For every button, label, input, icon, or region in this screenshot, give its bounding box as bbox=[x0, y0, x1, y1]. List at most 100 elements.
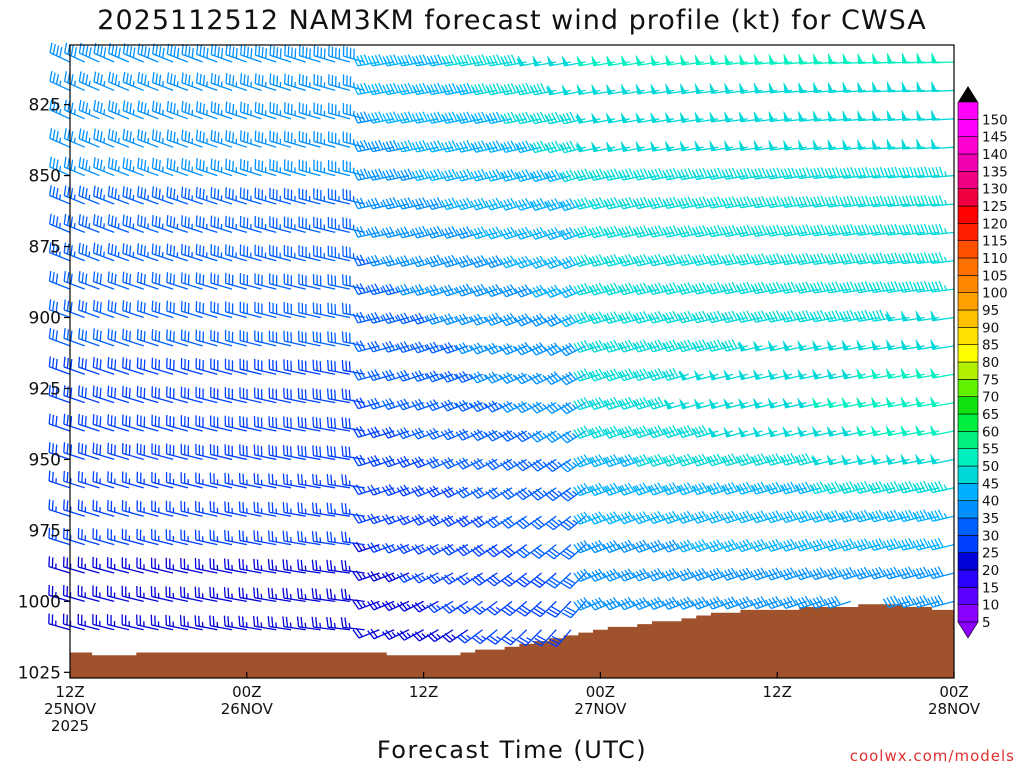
colorbar-label: 110 bbox=[982, 251, 1008, 267]
y-tick-label: 1000 bbox=[18, 592, 61, 612]
wind-barb bbox=[412, 630, 438, 641]
wind-barb bbox=[824, 596, 850, 608]
chart-title: 2025112512 NAM3KM forecast wind profile … bbox=[97, 5, 926, 36]
wind-barb bbox=[153, 44, 173, 62]
wind-barb bbox=[382, 601, 408, 611]
wind-barb bbox=[931, 339, 954, 349]
wind-barb bbox=[412, 545, 438, 555]
wind-barb bbox=[182, 44, 203, 62]
wind-barb bbox=[442, 601, 468, 613]
wind-barb bbox=[108, 272, 129, 290]
wind-barb bbox=[65, 71, 85, 90]
wind-barb bbox=[427, 630, 453, 642]
wind-barb bbox=[79, 43, 99, 62]
x-tick-label: 12Z bbox=[409, 683, 438, 701]
wind-barb bbox=[353, 599, 379, 609]
x-tick-label: 26NOV bbox=[221, 700, 274, 718]
y-tick-label: 900 bbox=[29, 309, 61, 329]
wind-barb bbox=[487, 630, 512, 644]
wind-barb bbox=[342, 531, 365, 544]
wind-barb bbox=[138, 44, 158, 62]
colorbar-label: 20 bbox=[982, 563, 999, 579]
credit-link[interactable]: coolwx.com/models bbox=[850, 747, 1015, 765]
y-tick-label: 825 bbox=[29, 96, 61, 116]
colorbar-label: 90 bbox=[982, 320, 999, 336]
wind-barb bbox=[123, 186, 144, 204]
wind-barb bbox=[64, 271, 85, 289]
wind-barb bbox=[79, 328, 100, 346]
wind-barb bbox=[108, 157, 129, 175]
wind-barb bbox=[397, 630, 423, 640]
wind-barb bbox=[397, 601, 423, 611]
wind-barb bbox=[64, 185, 84, 204]
wind-barb bbox=[138, 158, 159, 176]
wind-barb bbox=[79, 300, 100, 318]
colorbar-segment bbox=[958, 137, 978, 154]
wind-barb bbox=[138, 72, 158, 90]
colorbar-label: 130 bbox=[982, 182, 1008, 198]
wind-barb bbox=[343, 74, 364, 90]
wind-barb bbox=[50, 214, 70, 233]
wind-barb bbox=[108, 243, 129, 261]
wind-barb bbox=[487, 601, 512, 615]
wind-barb bbox=[197, 73, 218, 91]
wind-barb bbox=[397, 544, 423, 554]
colorbar-label: 5 bbox=[982, 615, 991, 631]
wind-barb bbox=[928, 510, 954, 522]
wind-barb bbox=[932, 81, 954, 91]
x-axis-label: Forecast Time (UTC) bbox=[377, 736, 647, 764]
wind-barb bbox=[931, 139, 954, 149]
colorbar-label: 15 bbox=[982, 580, 999, 596]
wind-barb bbox=[153, 72, 174, 90]
wind-barb bbox=[182, 130, 203, 148]
wind-barb bbox=[532, 601, 557, 616]
colorbar-label: 75 bbox=[982, 372, 999, 388]
wind-barb bbox=[382, 630, 408, 640]
wind-barb bbox=[530, 314, 556, 326]
colorbar-segment bbox=[958, 535, 978, 552]
wind-barb bbox=[342, 560, 365, 573]
wind-barb bbox=[928, 595, 954, 607]
wind-barb bbox=[79, 129, 99, 148]
wind-barb bbox=[472, 601, 498, 614]
wind-barb bbox=[516, 545, 542, 558]
wind-barb bbox=[197, 101, 218, 119]
wind-barb bbox=[64, 214, 84, 232]
wind-barb bbox=[931, 397, 954, 407]
colorbar-segment bbox=[958, 605, 978, 622]
wind-barb bbox=[928, 567, 954, 579]
wind-barb bbox=[167, 158, 188, 176]
wind-barb bbox=[109, 43, 129, 62]
wind-barb bbox=[928, 281, 954, 292]
colorbar-bottom-arrow bbox=[958, 622, 978, 638]
wind-barb bbox=[928, 481, 954, 493]
wind-barb bbox=[397, 573, 423, 583]
wind-barb bbox=[931, 110, 954, 120]
colorbar-label: 95 bbox=[982, 303, 999, 319]
colorbar-segment bbox=[958, 483, 978, 500]
wind-barb bbox=[517, 601, 542, 616]
wind-barb bbox=[50, 71, 70, 90]
wind-barb bbox=[546, 545, 571, 559]
colorbar-segment bbox=[958, 553, 978, 570]
wind-barb bbox=[486, 545, 512, 557]
wind-barb bbox=[412, 601, 438, 612]
wind-barb bbox=[547, 601, 571, 617]
x-tick-label: 25NOV bbox=[44, 700, 97, 718]
wind-barb bbox=[501, 573, 527, 586]
colorbar-label: 85 bbox=[982, 338, 999, 354]
wind-barb bbox=[341, 589, 364, 602]
wind-barb bbox=[545, 516, 570, 529]
wind-barb bbox=[64, 300, 85, 318]
wind-barb bbox=[211, 44, 232, 62]
wind-barb bbox=[167, 72, 188, 90]
wind-barb bbox=[931, 311, 954, 321]
colorbar-label: 80 bbox=[982, 355, 999, 371]
wind-barb bbox=[50, 185, 70, 204]
wind-barb bbox=[457, 630, 483, 643]
colorbar-label: 55 bbox=[982, 442, 999, 458]
wind-barb bbox=[930, 454, 954, 464]
x-tick-label: 2025 bbox=[51, 717, 89, 735]
